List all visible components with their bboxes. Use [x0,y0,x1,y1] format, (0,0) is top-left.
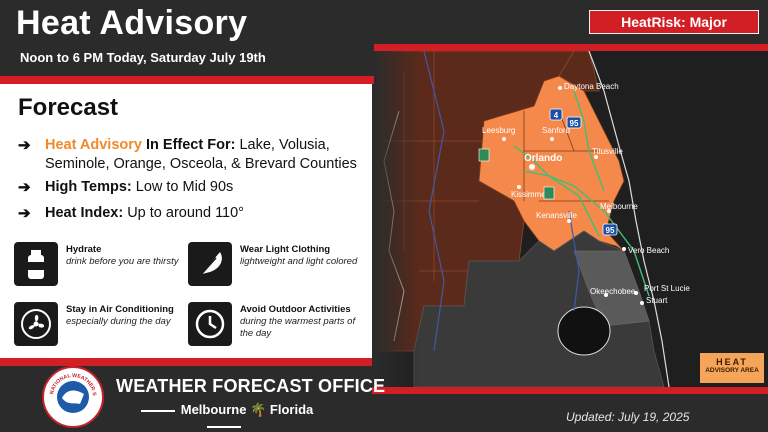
tip-title: Wear Light Clothing [240,244,331,255]
bullet-lead: In Effect For: [141,137,236,153]
page-subtitle: Noon to 6 PM Today, Saturday July 19th [20,50,266,65]
divider-left [0,76,374,84]
interstate-label: 4 [554,111,559,120]
legend-subtitle: ADVISORY AREA [705,367,759,374]
water-bottle-icon [14,242,58,286]
tip-air-conditioning: Stay in Air Conditioning especially duri… [14,302,189,348]
city-label: Leesburg [482,126,515,135]
forecast-panel: Forecast ➔ Heat Advisory In Effect For: … [0,84,372,358]
city-dot [622,247,626,251]
interstate-shield-icon [602,223,618,236]
bullet-text: Lake, Volusia, Seminole, Orange, Osceola… [45,137,357,172]
interstate-shield-icon [566,116,582,129]
city-dot [529,164,535,170]
city-label: Stuart [646,296,668,305]
city-dot [558,86,562,90]
page-title: Heat Advisory [16,4,248,42]
nws-seal-icon: NATIONAL WEATHER SERVICE [42,364,104,428]
advisory-map: Daytona Beach Leesburg Sanford Titusvill… [374,51,768,387]
tip-sub: during the warmest parts of the day [240,316,356,339]
clock-icon [188,302,232,346]
city-dot [550,137,554,141]
city-label: Orlando [524,153,562,164]
city-label: Okeechobee [590,287,636,296]
tip-avoid-outdoor: Avoid Outdoor Activities during the warm… [188,302,363,348]
divider-bottom [0,358,372,366]
city-label: Port St Lucie [644,284,690,293]
city-dot [517,185,521,189]
advisory-highlight: Heat Advisory [45,137,142,153]
tip-title: Hydrate [66,244,102,255]
bullet-lead: Heat Index: [45,205,124,221]
map-fade [374,51,768,387]
city-dot [634,291,638,295]
city-dot [607,209,611,213]
forecast-title: Forecast [18,94,119,121]
feather-icon [188,242,232,286]
office-state: Florida [269,402,314,417]
arrow-icon: ➔ [18,205,31,222]
bullet-lead: High Temps: [45,179,132,195]
legend-title: HEAT [716,357,748,367]
tip-sub: lightweight and light colored [240,256,358,267]
heatrisk-badge: HeatRisk: Major [589,10,759,34]
bullet-text: Up to around 110° [123,205,244,221]
palm-tree-icon: 🌴 [250,402,267,417]
city-dot [604,293,608,297]
interstate-label: 95 [570,119,579,128]
city-dot [567,219,571,223]
turnpike-sign-icon [478,148,490,162]
city-label: Vero Beach [628,246,669,255]
divider-line [140,409,175,412]
city-label: Sanford [542,126,570,135]
city-label: Kenansville [536,211,577,220]
tip-light-clothing: Wear Light Clothing lightweight and ligh… [188,242,363,288]
office-city: Melbourne [180,402,247,417]
city-label: Melbourne [600,202,638,211]
city-label: Kissimmee [511,190,551,199]
map-legend: HEAT ADVISORY AREA [700,353,764,383]
interstate-shield-icon [549,108,563,121]
ac-fan-icon [14,302,58,346]
updated-timestamp: Updated: July 19, 2025 [566,410,690,424]
arrow-icon: ➔ [18,179,31,196]
tip-hydrate: Hydrate drink before you are thirsty [14,242,189,288]
tip-sub: drink before you are thirsty [66,256,179,267]
city-label: Titusville [592,147,623,156]
city-dot [502,137,506,141]
turnpike-sign-icon [543,186,555,200]
arrow-icon: ➔ [18,137,31,154]
office-location: Melbourne 🌴 Florida [116,402,332,432]
tip-title: Avoid Outdoor Activities [240,304,351,315]
city-dot [640,301,644,305]
divider-top [374,44,768,51]
tip-title: Stay in Air Conditioning [66,304,174,315]
divider-bottom-right [372,387,768,394]
city-dot [594,155,598,159]
city-label: Daytona Beach [564,82,619,91]
bullet-text: Low to Mid 90s [131,179,234,195]
office-name: WEATHER FORECAST OFFICE [116,376,386,396]
tip-sub: especially during the day [66,316,171,327]
divider-line [207,425,241,428]
interstate-label: 95 [606,226,615,235]
